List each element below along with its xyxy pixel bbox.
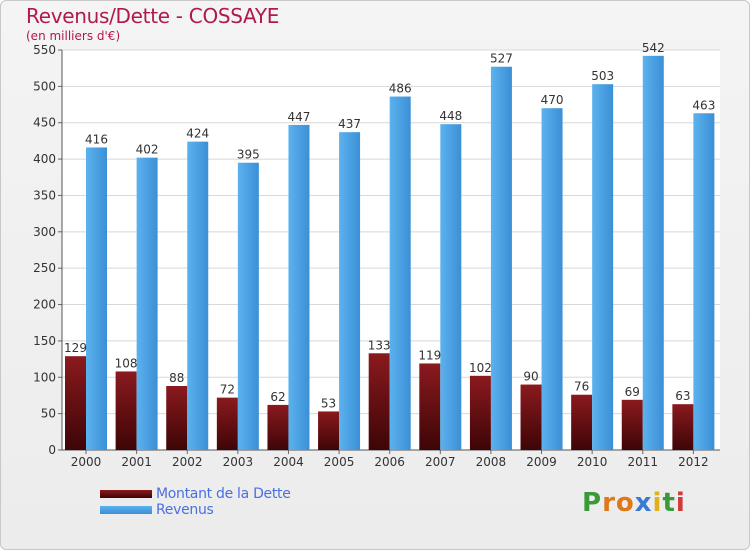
bar-debt-2002 xyxy=(166,386,188,450)
legend-item-debt: Montant de la Dette xyxy=(100,486,291,502)
value-label-revenus-2009: 470 xyxy=(541,93,564,107)
proxiti-logo: Proxiti xyxy=(582,488,686,518)
x-tick-label: 2010 xyxy=(577,455,608,469)
value-label-debt-2005: 53 xyxy=(321,396,336,410)
value-label-revenus-2008: 527 xyxy=(490,52,513,66)
bar-debt-2008 xyxy=(469,375,491,450)
bar-debt-2001 xyxy=(115,371,137,450)
x-tick-label: 2007 xyxy=(425,455,456,469)
x-tick-label: 2001 xyxy=(121,455,152,469)
x-tick-label: 2008 xyxy=(476,455,507,469)
y-tick-label: 500 xyxy=(33,79,56,93)
bar-revenus-2001 xyxy=(136,157,158,451)
legend-label-revenus: Revenus xyxy=(156,502,214,518)
bar-debt-2009 xyxy=(520,384,542,450)
value-label-debt-2009: 90 xyxy=(523,370,538,384)
x-tick-label: 2012 xyxy=(678,455,709,469)
value-label-revenus-2011: 542 xyxy=(642,41,665,55)
bar-revenus-2010 xyxy=(592,84,614,450)
bar-revenus-2009 xyxy=(541,108,563,450)
bar-revenus-2004 xyxy=(288,124,310,450)
value-label-debt-2006: 133 xyxy=(368,338,391,352)
value-label-revenus-2012: 463 xyxy=(692,98,715,112)
bar-debt-2004 xyxy=(267,404,289,450)
bar-revenus-2000 xyxy=(86,147,107,451)
value-label-revenus-2001: 402 xyxy=(136,143,159,157)
value-label-debt-2007: 119 xyxy=(418,348,441,362)
legend-label-debt: Montant de la Dette xyxy=(156,486,291,502)
bar-debt-2012 xyxy=(672,404,694,450)
y-tick-label: 100 xyxy=(33,370,56,384)
logo-letter: i xyxy=(652,488,663,518)
logo-letter: r xyxy=(602,488,616,518)
value-label-debt-2010: 76 xyxy=(574,380,589,394)
bar-revenus-2011 xyxy=(642,55,664,451)
value-label-revenus-2004: 447 xyxy=(288,110,311,124)
x-tick-label: 2009 xyxy=(526,455,557,469)
y-tick-label: 50 xyxy=(41,407,56,421)
value-label-revenus-2003: 395 xyxy=(237,148,260,162)
bar-debt-2000 xyxy=(65,356,86,450)
x-tick-label: 2000 xyxy=(71,455,102,469)
legend: Montant de la Dette Revenus xyxy=(100,486,291,518)
chart-title: Revenus/Dette - COSSAYE xyxy=(26,4,280,28)
logo-letter: P xyxy=(582,488,603,518)
y-tick-label: 550 xyxy=(33,43,56,57)
bar-chart: 0 50 100 150 200 250 300 350 400 450 500 550 129 416 2… xyxy=(33,41,720,469)
bar-revenus-2008 xyxy=(490,66,512,451)
x-tick-label: 2006 xyxy=(374,455,405,469)
logo-letter: t xyxy=(662,488,676,518)
value-label-debt-2004: 62 xyxy=(270,390,285,404)
bar-revenus-2006 xyxy=(389,96,411,450)
x-tick-label: 2002 xyxy=(172,455,203,469)
y-tick-label: 0 xyxy=(48,443,56,457)
value-label-revenus-2007: 448 xyxy=(439,109,462,123)
logo-letter: i xyxy=(675,488,686,518)
value-label-revenus-2002: 424 xyxy=(186,127,209,141)
value-label-revenus-2005: 437 xyxy=(338,117,361,131)
bar-revenus-2007 xyxy=(440,124,462,450)
x-tick-label: 2011 xyxy=(627,455,658,469)
x-tick-label: 2005 xyxy=(324,455,355,469)
legend-swatch-debt xyxy=(100,490,152,498)
bar-revenus-2002 xyxy=(187,141,209,451)
value-label-debt-2008: 102 xyxy=(469,361,492,375)
value-label-debt-2000: 129 xyxy=(64,341,87,355)
value-label-debt-2001: 108 xyxy=(115,356,138,370)
value-label-debt-2012: 63 xyxy=(675,389,690,403)
bar-debt-2005 xyxy=(318,411,340,450)
value-label-revenus-2000: 416 xyxy=(85,132,108,146)
bar-debt-2011 xyxy=(621,399,643,450)
logo-letter: x xyxy=(634,488,653,518)
y-tick-label: 400 xyxy=(33,152,56,166)
logo-letter: o xyxy=(615,488,635,518)
x-tick-label: 2003 xyxy=(223,455,254,469)
value-label-revenus-2006: 486 xyxy=(389,82,412,96)
value-label-revenus-2010: 503 xyxy=(591,69,614,83)
bar-debt-2003 xyxy=(216,397,238,450)
bars xyxy=(65,55,715,451)
value-label-debt-2011: 69 xyxy=(625,385,640,399)
legend-item-revenus: Revenus xyxy=(100,502,291,518)
labels: 0 50 100 150 200 250 300 350 400 450 500 550 129 416 2… xyxy=(33,41,715,469)
y-tick-label: 150 xyxy=(33,334,56,348)
value-label-debt-2002: 88 xyxy=(169,371,184,385)
legend-swatch-revenus xyxy=(100,506,152,514)
y-tick-label: 200 xyxy=(33,298,56,312)
bar-debt-2006 xyxy=(368,353,390,450)
y-tick-label: 450 xyxy=(33,116,56,130)
bar-revenus-2003 xyxy=(237,162,259,450)
y-tick-label: 300 xyxy=(33,225,56,239)
y-tick-label: 250 xyxy=(33,261,56,275)
x-tick-label: 2004 xyxy=(273,455,304,469)
bar-debt-2007 xyxy=(419,363,441,450)
bar-revenus-2005 xyxy=(339,132,361,450)
bar-revenus-2012 xyxy=(693,113,715,450)
bar-debt-2010 xyxy=(571,394,593,450)
value-label-debt-2003: 72 xyxy=(220,383,235,397)
chart-subtitle: (en milliers d'€) xyxy=(26,29,121,43)
y-tick-label: 350 xyxy=(33,188,56,202)
